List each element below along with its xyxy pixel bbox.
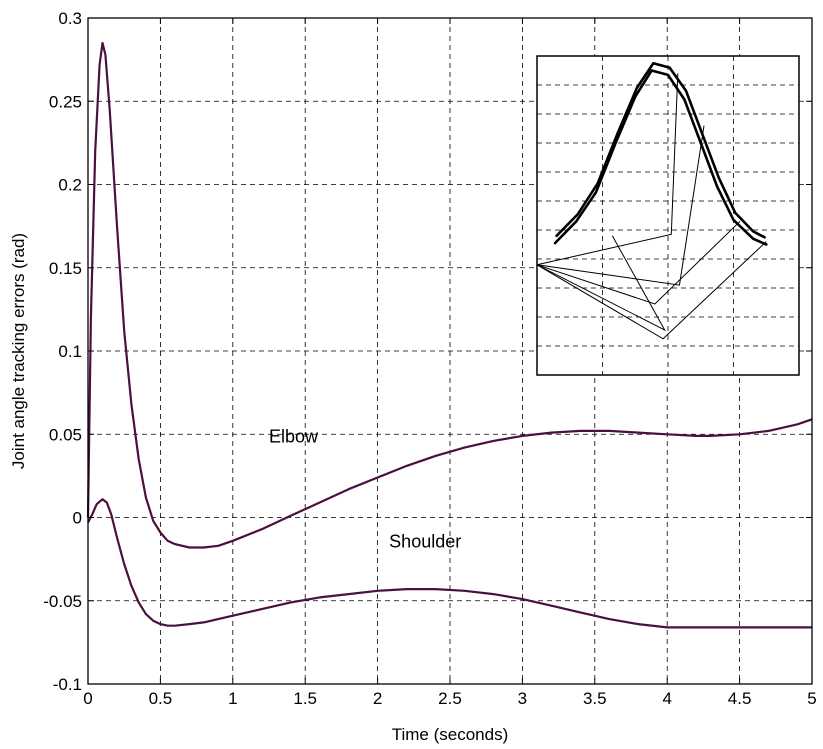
- x-tick-label: 3.5: [583, 689, 607, 708]
- annotations: Elbow Shoulder: [269, 427, 461, 552]
- x-tick-label: 2: [373, 689, 382, 708]
- y-tick-label: 0.2: [58, 176, 82, 195]
- x-tick-label: 4: [662, 689, 671, 708]
- x-tick-label: 0: [83, 689, 92, 708]
- y-tick-label: 0.1: [58, 342, 82, 361]
- x-tick-label: 4.5: [728, 689, 752, 708]
- x-axis-label: Time (seconds): [392, 725, 509, 744]
- y-tick-label: 0: [73, 509, 82, 528]
- x-tick-label: 5: [807, 689, 816, 708]
- y-tick-label: 0.05: [49, 425, 82, 444]
- inset-chart: [537, 56, 799, 375]
- x-tick-label: 3: [518, 689, 527, 708]
- x-tick-label: 1: [228, 689, 237, 708]
- y-tick-label: -0.1: [53, 675, 82, 694]
- x-tick-label: 2.5: [438, 689, 462, 708]
- y-tick-label: 0.15: [49, 259, 82, 278]
- y-axis-label: Joint angle tracking errors (rad): [9, 233, 28, 469]
- series-line-shoulder: [88, 499, 812, 627]
- annotation-elbow: Elbow: [269, 427, 319, 447]
- x-tick-label: 1.5: [293, 689, 317, 708]
- y-tick-label: 0.3: [58, 9, 82, 28]
- x-tick-label: 0.5: [149, 689, 173, 708]
- y-tick-label: 0.25: [49, 92, 82, 111]
- y-tick-label: -0.05: [43, 592, 82, 611]
- annotation-shoulder: Shoulder: [389, 531, 461, 551]
